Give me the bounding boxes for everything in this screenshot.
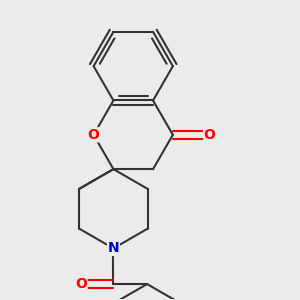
Text: N: N bbox=[108, 242, 119, 255]
Text: O: O bbox=[88, 128, 100, 142]
Text: O: O bbox=[75, 277, 87, 291]
Text: O: O bbox=[204, 128, 215, 142]
